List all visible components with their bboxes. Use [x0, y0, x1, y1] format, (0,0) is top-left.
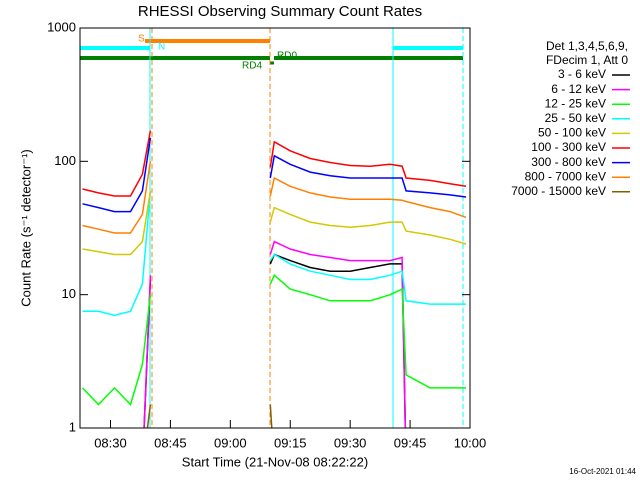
series-line — [82, 137, 467, 213]
chart-title: RHESSI Observing Summary Count Rates — [138, 3, 422, 20]
series-line — [82, 161, 467, 234]
legend-label: 7000 - 15000 keV — [511, 184, 606, 198]
legend-label: 25 - 50 keV — [545, 111, 606, 125]
legend-header: Det 1,3,4,5,6,9, — [546, 39, 628, 53]
annotation: RD4 — [242, 61, 262, 72]
x-tick-label: 09:00 — [214, 435, 247, 450]
x-tick-label: 09:30 — [334, 435, 367, 450]
series-line — [82, 190, 466, 317]
legend-label: 100 - 300 keV — [531, 140, 606, 154]
y-axis-label: Count Rate (s⁻¹ detector⁻¹) — [18, 149, 33, 307]
annotation: S — [138, 34, 145, 45]
legend-label: 50 - 100 keV — [538, 126, 606, 140]
legend-header: FDecim 1, Att 0 — [546, 53, 628, 67]
legend-label: 3 - 6 keV — [558, 67, 606, 81]
y-tick-label: 1000 — [47, 19, 76, 34]
legend-label: 12 - 25 keV — [545, 96, 606, 110]
annotation: RD0 — [277, 51, 297, 62]
x-tick-label: 10:00 — [454, 435, 487, 450]
x-tick-label: 09:15 — [274, 435, 307, 450]
footer: 16-Oct-2021 01:44 — [569, 467, 636, 476]
flags — [80, 28, 464, 428]
series-line — [82, 190, 467, 256]
series-line — [143, 253, 407, 428]
y-tick-label: 1 — [69, 419, 76, 434]
y-tick-label: 10 — [62, 286, 76, 301]
x-axis-label: Start Time (21-Nov-08 08:22:22) — [182, 454, 368, 469]
lines — [81, 130, 467, 428]
legend-label: 800 - 7000 keV — [525, 169, 606, 183]
legend-label: 300 - 800 keV — [531, 155, 606, 169]
x-tick-label: 09:45 — [394, 435, 427, 450]
x-tick-label: 08:30 — [94, 435, 127, 450]
legend-label: 6 - 12 keV — [551, 82, 606, 96]
plot-frame — [79, 27, 471, 429]
series-line — [81, 273, 466, 406]
series-line — [82, 130, 467, 197]
series-line — [143, 240, 407, 428]
annotation: N — [158, 42, 165, 53]
x-tick-label: 08:45 — [154, 435, 187, 450]
y-tick-label: 100 — [54, 153, 76, 168]
